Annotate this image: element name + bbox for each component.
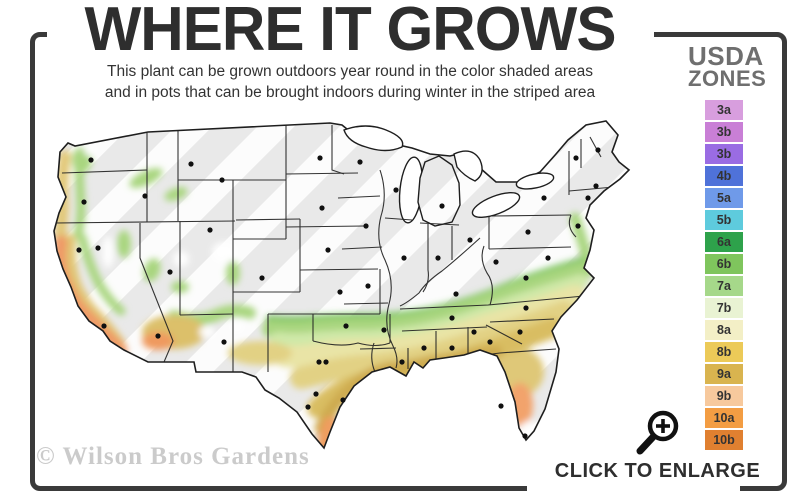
legend-zone-cell: 8b bbox=[705, 341, 743, 362]
great-lakes bbox=[343, 125, 555, 224]
usda-zones-legend: USDA ZONES 3a 3b 3b 4b 5a 5b 6a 6b 7a 7b 8a 8b 9a 9b 1… bbox=[688, 41, 767, 452]
legend-zone-cell: 10b bbox=[705, 429, 743, 450]
frame-gap-bottom bbox=[527, 479, 740, 497]
usa-zone-map[interactable] bbox=[28, 110, 653, 475]
legend-zone-cell: 9b bbox=[705, 385, 743, 406]
frame-gap-top bbox=[47, 28, 654, 42]
legend-zone-cell: 3b bbox=[705, 143, 743, 164]
legend-zone-cell: 6a bbox=[705, 231, 743, 252]
state-borders bbox=[55, 125, 615, 373]
legend-zone-cell: 7b bbox=[705, 297, 743, 318]
legend-zone-cell: 8a bbox=[705, 319, 743, 340]
watermark: © Wilson Bros Gardens bbox=[36, 443, 310, 470]
legend-title-line-2: ZONES bbox=[688, 65, 767, 91]
legend-zone-cell: 7a bbox=[705, 275, 743, 296]
legend-zone-cell: 10a bbox=[705, 407, 743, 428]
subtitle-line-2: and in pots that can be brought indoors … bbox=[104, 83, 596, 101]
legend-zone-cell: 3b bbox=[705, 121, 743, 142]
michigan-peninsula bbox=[417, 155, 461, 227]
magnifier-plus-icon[interactable] bbox=[632, 408, 684, 458]
page-title: WHERE IT GROWS bbox=[84, 0, 616, 64]
city-dots bbox=[76, 147, 601, 439]
legend-zone-cell: 9a bbox=[705, 363, 743, 384]
legend-zone-cell: 6b bbox=[705, 253, 743, 274]
subtitle-line-1: This plant can be grown outdoors year ro… bbox=[107, 63, 593, 80]
legend-zone-cell: 3a bbox=[705, 99, 743, 120]
click-to-enlarge-button[interactable]: CLICK TO ENLARGE bbox=[540, 408, 775, 483]
legend-title-line-1: USDA bbox=[688, 41, 764, 71]
legend-zone-cell: 5b bbox=[705, 209, 743, 230]
subtitle: This plant can be grown outdoors year ro… bbox=[40, 62, 660, 104]
click-to-enlarge-label[interactable]: CLICK TO ENLARGE bbox=[554, 460, 761, 482]
legend-title: USDA ZONES bbox=[688, 41, 767, 91]
legend-zone-cell: 4b bbox=[705, 165, 743, 186]
legend-zone-list: 3a 3b 3b 4b 5a 5b 6a 6b 7a 7b 8a 8b 9a 9b 10a 10b bbox=[688, 99, 760, 450]
legend-zone-cell: 5a bbox=[705, 187, 743, 208]
